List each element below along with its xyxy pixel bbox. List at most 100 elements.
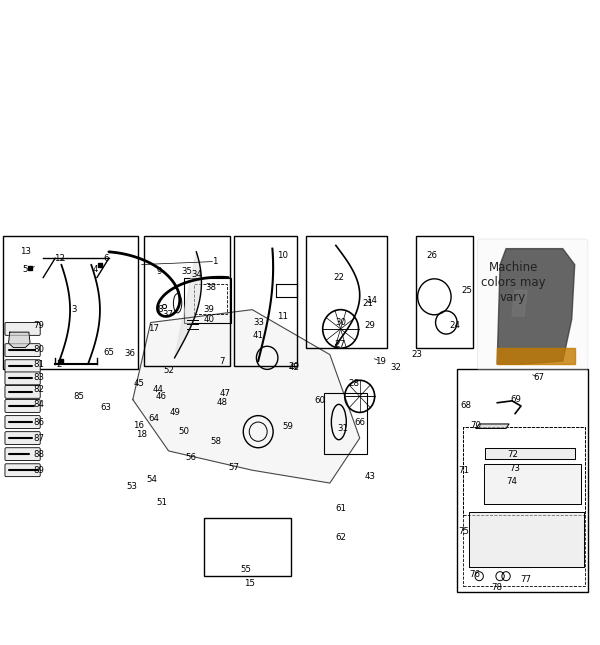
- Text: 61: 61: [335, 504, 346, 513]
- Polygon shape: [497, 348, 575, 364]
- Text: 62: 62: [335, 533, 346, 542]
- Bar: [3, 236, 137, 369]
- Text: 69: 69: [511, 395, 521, 404]
- Polygon shape: [175, 252, 202, 358]
- Text: 64: 64: [148, 414, 159, 423]
- Polygon shape: [476, 424, 509, 428]
- Text: 19: 19: [375, 357, 386, 366]
- Text: 52: 52: [163, 366, 174, 375]
- Text: 9: 9: [157, 266, 163, 275]
- Polygon shape: [497, 248, 575, 364]
- Text: 21: 21: [362, 299, 373, 308]
- Text: 65: 65: [103, 348, 115, 357]
- Text: 17: 17: [148, 324, 159, 333]
- Text: 27: 27: [335, 341, 346, 350]
- Text: 50: 50: [178, 427, 189, 436]
- Text: 77: 77: [520, 575, 531, 584]
- Text: 72: 72: [508, 450, 519, 459]
- Text: 20: 20: [289, 362, 299, 371]
- Bar: [457, 369, 589, 592]
- Text: 36: 36: [124, 349, 135, 358]
- FancyBboxPatch shape: [5, 386, 40, 398]
- Text: 43: 43: [365, 472, 376, 481]
- Text: 4: 4: [93, 265, 98, 274]
- Text: 22: 22: [334, 273, 344, 282]
- Text: 85: 85: [74, 392, 85, 401]
- Text: 30: 30: [335, 318, 346, 327]
- FancyBboxPatch shape: [5, 415, 40, 428]
- Text: 31: 31: [337, 424, 349, 433]
- Text: 11: 11: [277, 312, 287, 321]
- Text: Machine
colors may
vary: Machine colors may vary: [481, 261, 545, 304]
- Text: 66: 66: [354, 417, 365, 426]
- Text: 44: 44: [152, 386, 163, 395]
- Text: 28: 28: [348, 379, 359, 388]
- Text: 82: 82: [34, 386, 44, 395]
- Text: 86: 86: [34, 417, 44, 426]
- Text: 37: 37: [162, 310, 173, 319]
- Text: 46: 46: [156, 392, 167, 401]
- FancyBboxPatch shape: [5, 432, 40, 444]
- Text: 79: 79: [34, 321, 44, 330]
- Bar: [184, 277, 232, 322]
- Text: 29: 29: [364, 321, 376, 330]
- Text: 73: 73: [509, 464, 521, 473]
- Text: 53: 53: [126, 482, 137, 491]
- Text: 70: 70: [470, 421, 482, 430]
- FancyBboxPatch shape: [478, 239, 588, 371]
- Bar: [205, 519, 291, 576]
- Polygon shape: [485, 448, 575, 459]
- Text: 55: 55: [241, 565, 252, 574]
- Text: 13: 13: [20, 247, 31, 256]
- Text: 80: 80: [34, 345, 44, 354]
- Bar: [325, 393, 367, 454]
- Text: 42: 42: [289, 363, 299, 372]
- Text: 33: 33: [254, 318, 265, 327]
- Polygon shape: [484, 464, 581, 504]
- Text: 54: 54: [146, 475, 157, 484]
- Text: 48: 48: [217, 398, 228, 407]
- Text: 81: 81: [34, 360, 44, 369]
- Text: 56: 56: [185, 453, 196, 462]
- Bar: [306, 236, 386, 348]
- Text: 25: 25: [462, 286, 473, 295]
- Text: 40: 40: [204, 315, 215, 324]
- Text: 1: 1: [212, 257, 218, 266]
- Text: 35: 35: [181, 266, 192, 275]
- FancyBboxPatch shape: [5, 344, 40, 357]
- Text: 67: 67: [533, 373, 544, 382]
- Polygon shape: [8, 332, 30, 348]
- Bar: [235, 236, 297, 366]
- Bar: [463, 426, 586, 515]
- Text: 23: 23: [411, 350, 422, 359]
- Text: 38: 38: [205, 283, 216, 292]
- Text: 24: 24: [450, 321, 461, 330]
- Text: 51: 51: [156, 498, 167, 507]
- Text: 59: 59: [283, 422, 293, 431]
- FancyBboxPatch shape: [5, 360, 40, 373]
- FancyBboxPatch shape: [5, 464, 40, 477]
- Text: 10: 10: [277, 250, 287, 259]
- Text: 57: 57: [229, 462, 240, 471]
- Bar: [194, 284, 227, 314]
- Text: 75: 75: [459, 527, 470, 536]
- Bar: [143, 236, 230, 366]
- Text: 68: 68: [461, 401, 472, 410]
- Text: 14: 14: [366, 295, 377, 304]
- Text: 76: 76: [469, 570, 480, 579]
- Text: 60: 60: [314, 396, 325, 405]
- Text: 58: 58: [211, 437, 222, 446]
- Text: 63: 63: [100, 402, 112, 412]
- Text: 89: 89: [34, 466, 44, 475]
- FancyBboxPatch shape: [5, 372, 40, 385]
- Text: 15: 15: [244, 579, 255, 588]
- Text: 7: 7: [220, 357, 225, 366]
- Text: 2: 2: [56, 360, 62, 369]
- FancyBboxPatch shape: [5, 322, 40, 335]
- Text: 6: 6: [103, 253, 109, 263]
- Text: 49: 49: [169, 408, 180, 417]
- Text: 87: 87: [34, 433, 44, 442]
- Text: 32: 32: [390, 363, 401, 372]
- Text: 71: 71: [459, 466, 470, 475]
- Text: 88: 88: [34, 450, 44, 459]
